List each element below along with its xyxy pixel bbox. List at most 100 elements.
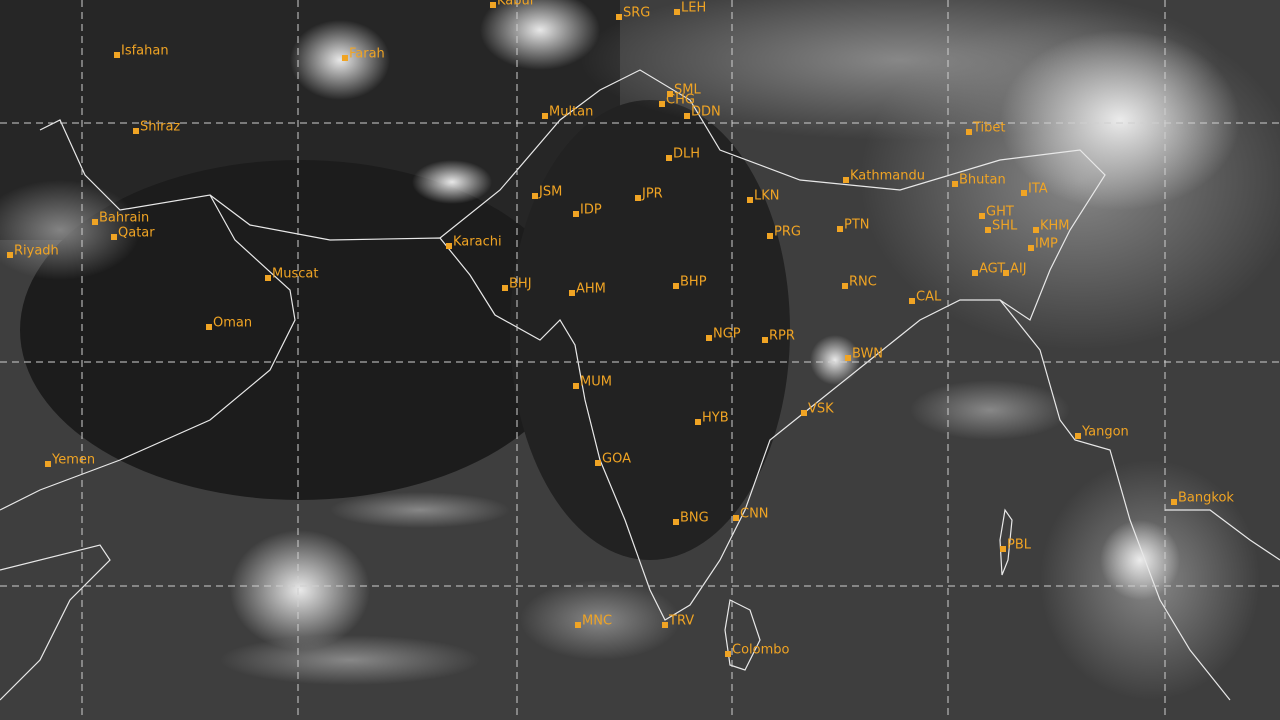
- city-marker: [662, 622, 668, 628]
- city-marker: [532, 193, 538, 199]
- city-label: DLH: [673, 147, 700, 162]
- city-marker: [616, 14, 622, 20]
- city-marker: [111, 234, 117, 240]
- city-marker: [725, 651, 731, 657]
- city-marker: [966, 129, 972, 135]
- city-label: Isfahan: [121, 44, 169, 59]
- city-label: MUM: [580, 375, 612, 390]
- city-label: IMP: [1035, 237, 1058, 252]
- city-label: PBL: [1007, 538, 1032, 553]
- city-marker: [1171, 499, 1177, 505]
- city-marker: [733, 515, 739, 521]
- city-label: CNN: [740, 507, 769, 522]
- city-label: LEH: [681, 1, 706, 16]
- city-marker: [674, 9, 680, 15]
- city-label: IDP: [580, 203, 602, 218]
- city-label: GOA: [602, 452, 631, 467]
- city-marker: [972, 270, 978, 276]
- city-label: BHJ: [509, 277, 532, 292]
- city-marker: [265, 275, 271, 281]
- city-marker: [133, 128, 139, 134]
- city-label: GHT: [986, 205, 1014, 220]
- city-marker: [342, 55, 348, 61]
- city-marker: [1033, 227, 1039, 233]
- city-marker: [837, 226, 843, 232]
- city-label: DDN: [691, 105, 721, 120]
- city-marker: [490, 2, 496, 8]
- city-label: Bhutan: [959, 173, 1006, 188]
- city-label: Kathmandu: [850, 169, 925, 184]
- city-marker: [695, 419, 701, 425]
- city-marker: [573, 383, 579, 389]
- city-label: Farah: [349, 47, 385, 62]
- land-dark: [510, 100, 790, 560]
- city-marker: [502, 285, 508, 291]
- city-label: BHP: [680, 275, 707, 290]
- city-marker: [909, 298, 915, 304]
- city-label: BNG: [680, 511, 709, 526]
- city-marker: [667, 91, 673, 97]
- city-marker: [206, 324, 212, 330]
- city-marker: [666, 155, 672, 161]
- city-marker: [762, 337, 768, 343]
- city-marker: [573, 211, 579, 217]
- city-label: RPR: [769, 329, 795, 344]
- city-marker: [843, 177, 849, 183]
- city-label: JPR: [641, 187, 663, 202]
- city-marker: [842, 283, 848, 289]
- dark-region: [20, 160, 580, 500]
- city-marker: [1021, 190, 1027, 196]
- city-marker: [114, 52, 120, 58]
- city-marker: [45, 461, 51, 467]
- city-label: VSK: [808, 402, 834, 417]
- city-label: AHM: [576, 282, 606, 297]
- city-label: ITA: [1028, 182, 1048, 197]
- city-marker: [673, 519, 679, 525]
- city-marker: [979, 213, 985, 219]
- city-label: KHM: [1040, 219, 1070, 234]
- city-marker: [1000, 546, 1006, 552]
- city-marker: [684, 113, 690, 119]
- city-label: SRG: [623, 6, 650, 21]
- city-label: Tibet: [972, 121, 1006, 136]
- city-marker: [635, 195, 641, 201]
- city-marker: [659, 101, 665, 107]
- city-label: Riyadh: [14, 244, 59, 259]
- city-label: PRG: [774, 225, 801, 240]
- city-marker: [952, 181, 958, 187]
- city-label: Yangon: [1081, 425, 1129, 440]
- city-label: CAL: [916, 290, 942, 305]
- city-label: CHG: [666, 93, 695, 108]
- city-label: NGP: [713, 327, 741, 342]
- city-marker: [706, 335, 712, 341]
- city-label: Oman: [213, 316, 252, 331]
- city-label: AGT: [979, 262, 1005, 277]
- coastlines: [0, 69, 1280, 701]
- city-marker: [7, 252, 13, 258]
- city-labels: Kabul SRG LEH Isfahan Farah Multan Shiraz SMLCH…: [7, 0, 1234, 658]
- city-label: PTN: [844, 218, 870, 233]
- city-label: Qatar: [118, 226, 155, 241]
- city-label: Yemen: [51, 453, 95, 468]
- city-marker: [673, 283, 679, 289]
- city-marker: [845, 355, 851, 361]
- city-marker: [985, 227, 991, 233]
- city-label: BWN: [852, 347, 883, 362]
- city-marker: [575, 622, 581, 628]
- city-label: Bangkok: [1178, 491, 1234, 506]
- city-label: Kabul: [497, 0, 533, 9]
- city-label: Karachi: [453, 235, 502, 250]
- city-label: TRV: [668, 614, 694, 629]
- city-label: HYB: [702, 411, 729, 426]
- city-label: RNC: [849, 275, 877, 290]
- city-marker: [92, 219, 98, 225]
- city-marker: [1003, 270, 1009, 276]
- city-marker: [542, 113, 548, 119]
- city-marker: [569, 290, 575, 296]
- city-label: Colombo: [732, 643, 790, 658]
- city-marker: [595, 460, 601, 466]
- city-label: Muscat: [272, 267, 318, 282]
- clouds: [0, 0, 1280, 700]
